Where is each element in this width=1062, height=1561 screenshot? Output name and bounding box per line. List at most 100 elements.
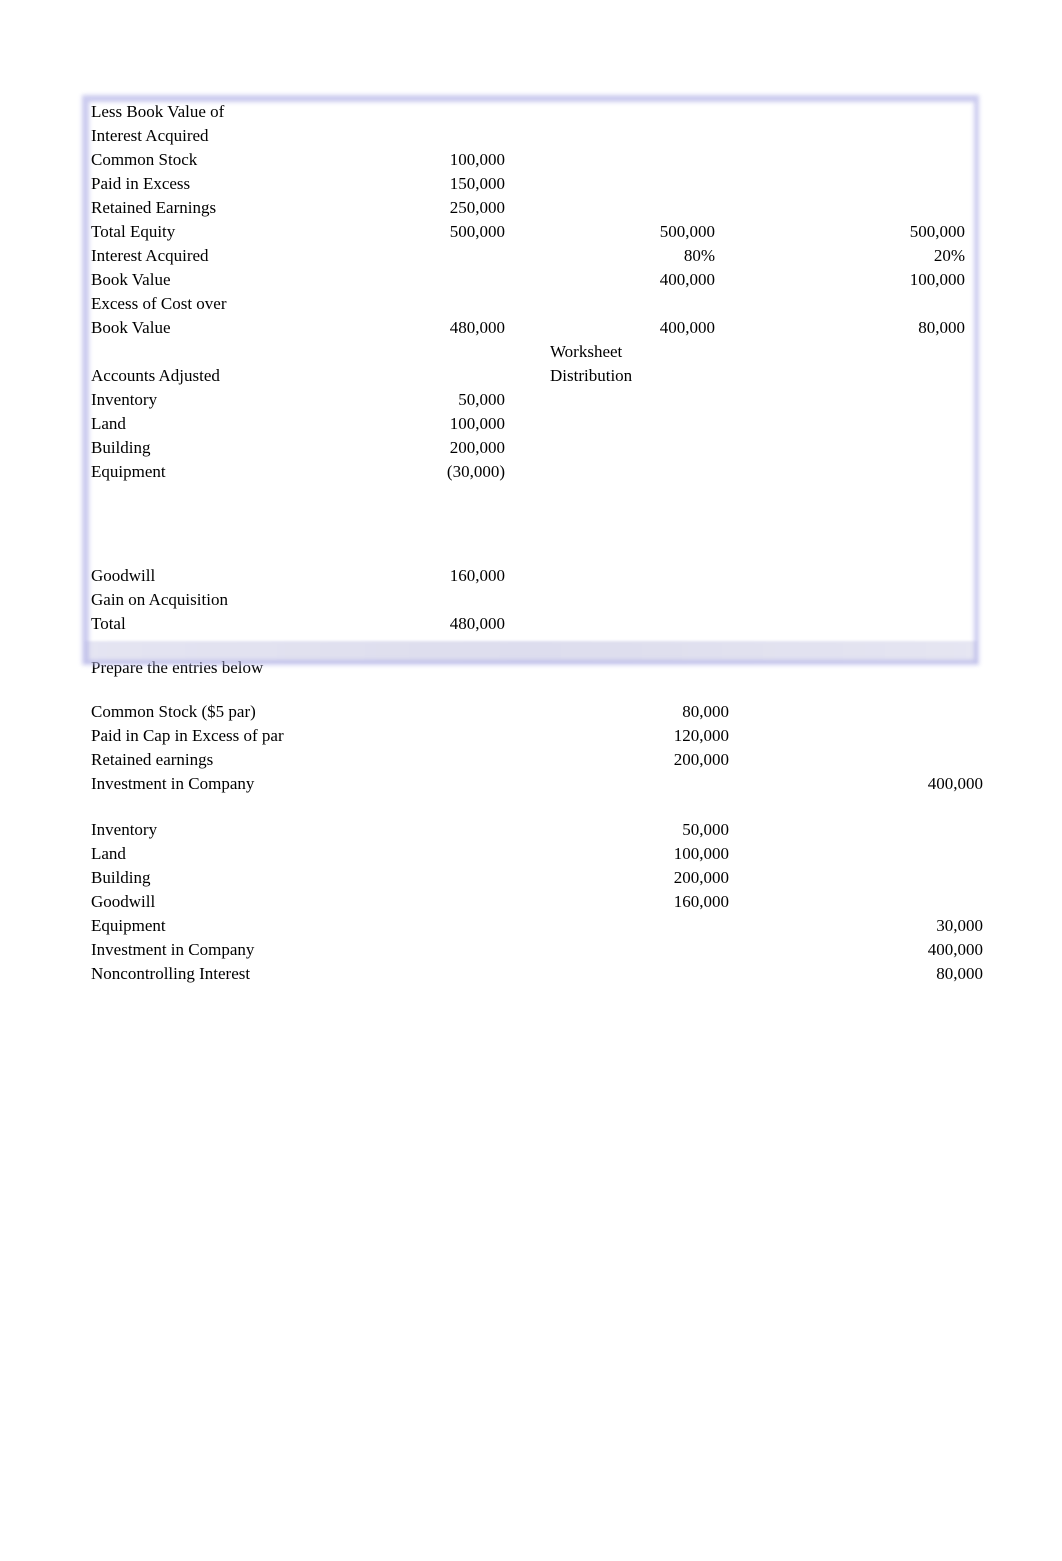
entry-debit xyxy=(531,938,729,962)
section-header-row-2: Interest Acquired xyxy=(85,124,977,148)
journal-entry-2: Inventory 50,000 Land 100,000 Building 2… xyxy=(91,818,983,986)
table-row: Paid in Excess 150,000 xyxy=(85,172,977,196)
row-label: Goodwill xyxy=(85,564,380,588)
section-header-1: Less Book Value of xyxy=(85,100,380,124)
worksheet-dist-row-2: Accounts Adjusted Distribution xyxy=(85,364,977,388)
row-label: Book Value xyxy=(85,268,380,292)
entry-credit xyxy=(729,818,983,842)
row-value: 150,000 xyxy=(380,172,550,196)
entry-debit: 160,000 xyxy=(531,890,729,914)
row-value: 500,000 xyxy=(380,220,550,244)
row-value: 100,000 xyxy=(380,148,550,172)
gain-row: Gain on Acquisition xyxy=(85,588,977,612)
document-container: Less Book Value of Interest Acquired Com… xyxy=(85,100,980,986)
table-row: Common Stock 100,000 xyxy=(85,148,977,172)
row-value xyxy=(760,172,977,196)
row-value: 480,000 xyxy=(380,316,550,340)
entry-credit: 30,000 xyxy=(729,914,983,938)
entry-label: Investment in Company xyxy=(91,772,531,796)
row-value: 160,000 xyxy=(380,564,550,588)
row-value: 20% xyxy=(760,244,977,268)
entry-debit: 80,000 xyxy=(531,700,729,724)
row-label: Paid in Excess xyxy=(85,172,380,196)
entry-label: Retained earnings xyxy=(91,748,531,772)
entry-label: Equipment xyxy=(91,914,531,938)
entry-credit xyxy=(729,724,983,748)
journal-entry-1: Common Stock ($5 par) 80,000 Paid in Cap… xyxy=(91,700,983,796)
entry-row: Common Stock ($5 par) 80,000 xyxy=(91,700,983,724)
row-label: Retained Earnings xyxy=(85,196,380,220)
table-row: Interest Acquired 80% 20% xyxy=(85,244,977,268)
entry-row: Noncontrolling Interest 80,000 xyxy=(91,962,983,986)
entry-label: Inventory xyxy=(91,818,531,842)
row-value: 400,000 xyxy=(550,268,760,292)
entry-credit xyxy=(729,866,983,890)
table-row: Book Value 400,000 100,000 xyxy=(85,268,977,292)
row-value: 500,000 xyxy=(760,220,977,244)
row-label: Inventory xyxy=(85,388,380,412)
row-value: 250,000 xyxy=(380,196,550,220)
row-label: Equipment xyxy=(85,460,380,484)
worksheet-dist-row-1: Worksheet xyxy=(85,340,977,364)
entries-header: Prepare the entries below xyxy=(91,658,980,678)
worksheet-label: Worksheet xyxy=(550,340,760,364)
entry-credit xyxy=(729,700,983,724)
excess-row: Book Value 480,000 400,000 80,000 xyxy=(85,316,977,340)
entry-debit: 50,000 xyxy=(531,818,729,842)
spacer xyxy=(85,484,977,564)
section-header-row: Less Book Value of xyxy=(85,100,977,124)
entry-credit xyxy=(729,890,983,914)
entry-debit: 200,000 xyxy=(531,748,729,772)
entry-credit: 80,000 xyxy=(729,962,983,986)
entry-debit xyxy=(531,962,729,986)
table-row: Retained Earnings 250,000 xyxy=(85,196,977,220)
entry-label: Land xyxy=(91,842,531,866)
entries-section: Prepare the entries below Common Stock (… xyxy=(85,658,980,986)
row-label: Gain on Acquisition xyxy=(85,588,380,612)
row-label: Total Equity xyxy=(85,220,380,244)
row-value xyxy=(550,196,760,220)
total-row: Total 480,000 xyxy=(85,612,977,636)
excess-header-row: Excess of Cost over xyxy=(85,292,977,316)
entry-label: Goodwill xyxy=(91,890,531,914)
row-value: (30,000) xyxy=(380,460,550,484)
row-value xyxy=(760,196,977,220)
worksheet-table: Less Book Value of Interest Acquired Com… xyxy=(85,100,977,636)
entry-row: Building 200,000 xyxy=(91,866,983,890)
row-value: 80,000 xyxy=(760,316,977,340)
entry-row: Goodwill 160,000 xyxy=(91,890,983,914)
entry-credit xyxy=(729,842,983,866)
row-label: Total xyxy=(85,612,380,636)
entry-debit: 100,000 xyxy=(531,842,729,866)
row-value: 80% xyxy=(550,244,760,268)
entry-row: Inventory 50,000 xyxy=(91,818,983,842)
entry-credit: 400,000 xyxy=(729,938,983,962)
entry-credit: 400,000 xyxy=(729,772,983,796)
entry-label: Investment in Company xyxy=(91,938,531,962)
entry-row: Equipment 30,000 xyxy=(91,914,983,938)
row-label: Land xyxy=(85,412,380,436)
entry-credit xyxy=(729,748,983,772)
distribution-label: Distribution xyxy=(550,364,760,388)
table-row: Inventory 50,000 xyxy=(85,388,977,412)
row-value xyxy=(380,244,550,268)
row-value: 480,000 xyxy=(380,612,550,636)
table-row: Equipment (30,000) xyxy=(85,460,977,484)
row-label: Building xyxy=(85,436,380,460)
row-value: 100,000 xyxy=(760,268,977,292)
accounts-adjusted-label: Accounts Adjusted xyxy=(85,364,380,388)
entry-debit xyxy=(531,772,729,796)
row-value xyxy=(760,148,977,172)
entry-row: Investment in Company 400,000 xyxy=(91,772,983,796)
row-value: 100,000 xyxy=(380,412,550,436)
entry-debit: 200,000 xyxy=(531,866,729,890)
table-row: Building 200,000 xyxy=(85,436,977,460)
excess-header: Excess of Cost over xyxy=(85,292,380,316)
entry-label: Building xyxy=(91,866,531,890)
entry-row: Land 100,000 xyxy=(91,842,983,866)
row-value xyxy=(380,588,550,612)
row-label: Book Value xyxy=(85,316,380,340)
goodwill-row: Goodwill 160,000 xyxy=(85,564,977,588)
row-value: 50,000 xyxy=(380,388,550,412)
row-value xyxy=(380,268,550,292)
